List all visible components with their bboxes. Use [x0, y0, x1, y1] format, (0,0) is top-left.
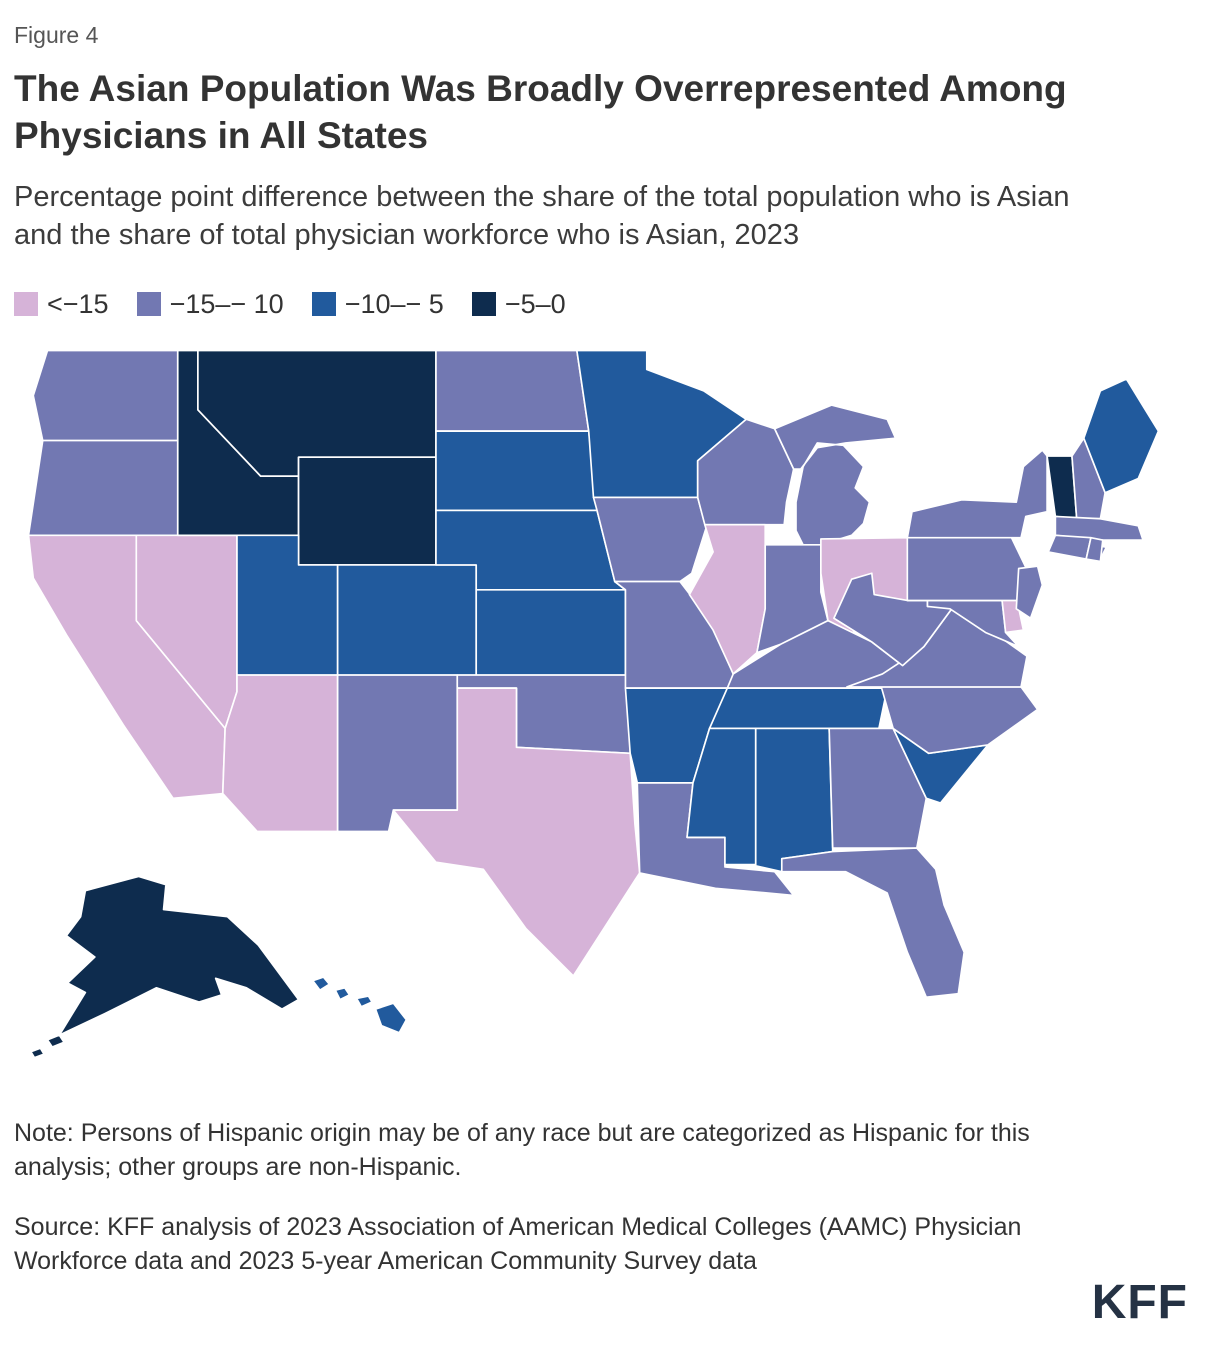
state-ks[interactable]: [475, 588, 627, 676]
note-text: Note: Persons of Hispanic origin may be …: [14, 1118, 1030, 1182]
us-map-svg: [27, 349, 1160, 1059]
legend-swatch-lt-15: [14, 292, 38, 317]
legend-item-10-5: −10–− 5: [311, 288, 444, 320]
state-ct[interactable]: [1047, 534, 1092, 560]
state-pa[interactable]: [906, 536, 1027, 602]
state-wy[interactable]: [297, 456, 437, 566]
state-nj[interactable]: [1015, 565, 1044, 619]
state-hi[interactable]: [311, 976, 408, 1034]
state-fl[interactable]: [780, 847, 966, 998]
state-nm[interactable]: [336, 674, 459, 833]
state-az[interactable]: [221, 674, 339, 833]
state-tn[interactable]: [708, 687, 889, 730]
state-al[interactable]: [754, 727, 834, 873]
legend-label: −5–0: [504, 288, 566, 319]
state-wi[interactable]: [696, 418, 795, 526]
state-ri[interactable]: [1085, 536, 1104, 563]
legend-item-5-0: −5–0: [471, 288, 566, 320]
state-ga[interactable]: [828, 727, 928, 849]
kff-logo: KFF: [1091, 1276, 1188, 1329]
legend-item-15-10: −15–− 10: [136, 288, 284, 320]
figure-label: Figure 4: [14, 22, 99, 48]
legend-swatch-5-0: [471, 292, 496, 317]
legend: <−15 −15–− 10 −10–− 5 −5–0: [14, 289, 1204, 320]
legend-swatch-15-10: [136, 292, 161, 317]
state-me[interactable]: [1082, 378, 1160, 494]
state-co[interactable]: [336, 563, 478, 676]
state-mi[interactable]: [773, 404, 897, 546]
legend-label: −15–− 10: [169, 288, 284, 319]
us-choropleth-map: [14, 334, 1204, 1092]
legend-swatch-10-5: [311, 292, 336, 317]
chart-title: The Asian Population Was Broadly Overrep…: [14, 68, 1067, 157]
legend-label: −10–− 5: [344, 288, 444, 319]
state-wa[interactable]: [32, 349, 179, 442]
legend-item-lt-15: <−15: [14, 289, 109, 320]
chart-subtitle: Percentage point difference between the …: [14, 180, 1070, 252]
source-text: Source: KFF analysis of 2023 Association…: [14, 1212, 1022, 1276]
state-sd[interactable]: [435, 430, 598, 512]
state-or[interactable]: [27, 439, 179, 537]
state-nd[interactable]: [435, 349, 590, 432]
legend-label: <−15: [47, 288, 109, 319]
state-ak[interactable]: [30, 875, 300, 1059]
state-nh[interactable]: [1071, 437, 1106, 520]
state-tx[interactable]: [392, 687, 641, 977]
